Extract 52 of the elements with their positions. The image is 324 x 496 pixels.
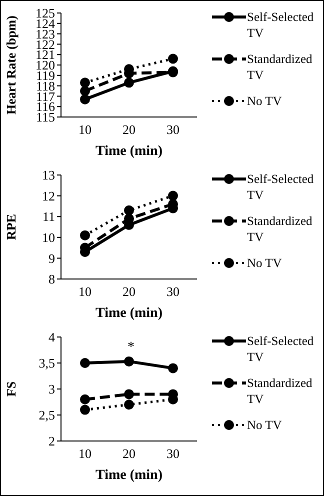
x-axis-title: Time (min) bbox=[95, 144, 163, 159]
point bbox=[80, 358, 90, 368]
point bbox=[124, 356, 134, 366]
x-tick-label: 10 bbox=[78, 446, 92, 462]
point bbox=[124, 400, 134, 410]
y-tick-label: 4 bbox=[48, 330, 56, 345]
legend-label: Self-Selected TV bbox=[247, 333, 315, 365]
y-tick-label: 115 bbox=[36, 110, 55, 125]
y-axis-title: FS bbox=[4, 381, 19, 397]
point bbox=[80, 394, 90, 404]
legend-label: Self-Selected TV bbox=[247, 9, 315, 41]
point bbox=[124, 205, 134, 216]
x-tick-label: 30 bbox=[166, 446, 180, 462]
y-tick-label: 12 bbox=[42, 188, 55, 204]
legend-label: Self-Selected TV bbox=[247, 171, 315, 203]
legend-label: Standardized TV bbox=[247, 375, 314, 407]
y-tick-label: 2 bbox=[48, 434, 55, 449]
x-tick-label: 20 bbox=[122, 122, 136, 138]
point bbox=[124, 78, 134, 88]
point bbox=[168, 54, 178, 64]
y-tick-label: 10 bbox=[42, 230, 55, 246]
legend-label: Standardized TV bbox=[247, 51, 314, 83]
x-tick-label: 20 bbox=[122, 446, 136, 462]
y-tick-label: 2,5 bbox=[38, 408, 55, 423]
point bbox=[80, 94, 90, 104]
x-tick-label: 10 bbox=[78, 284, 92, 300]
x-tick-label: 20 bbox=[122, 284, 136, 300]
y-axis-title: Heart Rate (bpm) bbox=[4, 16, 19, 114]
point bbox=[80, 86, 90, 96]
legend-label: Standardized TV bbox=[247, 213, 314, 245]
y-tick-label: 13 bbox=[42, 168, 55, 183]
point bbox=[168, 190, 178, 201]
y-tick-label: 3 bbox=[48, 382, 55, 397]
annotation: * bbox=[126, 340, 136, 355]
y-tick-label: 11 bbox=[42, 209, 55, 224]
point bbox=[80, 230, 90, 240]
point bbox=[80, 404, 90, 415]
x-tick-label: 30 bbox=[166, 122, 180, 138]
y-tick-label: 3,5 bbox=[38, 356, 55, 371]
point bbox=[124, 389, 134, 400]
point bbox=[168, 363, 178, 374]
legend-label: No TV bbox=[247, 417, 282, 433]
legend-label: No TV bbox=[247, 255, 282, 271]
point bbox=[80, 78, 90, 88]
x-axis-title: Time (min) bbox=[95, 306, 163, 321]
x-axis-title: Time (min) bbox=[95, 468, 163, 483]
y-tick-label: 9 bbox=[48, 250, 55, 266]
legend-label: No TV bbox=[247, 93, 282, 109]
x-tick-label: 10 bbox=[78, 122, 92, 138]
x-tick-label: 30 bbox=[166, 284, 180, 300]
y-tick-label: 8 bbox=[48, 272, 55, 287]
y-axis-title: RPE bbox=[4, 214, 19, 240]
